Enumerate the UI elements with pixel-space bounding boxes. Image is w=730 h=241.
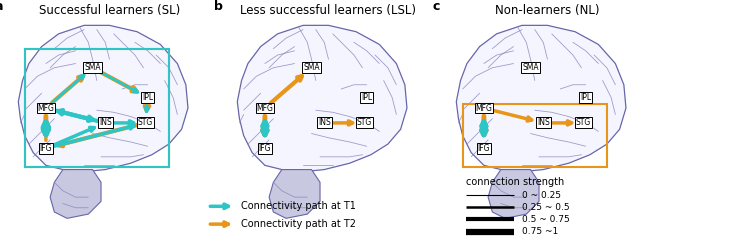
Text: SMA: SMA (84, 63, 101, 72)
Text: c: c (433, 0, 440, 13)
Text: INS: INS (318, 118, 331, 127)
Text: IFG: IFG (258, 144, 271, 153)
Text: 0.75 ~1: 0.75 ~1 (522, 227, 558, 236)
Text: INS: INS (537, 118, 550, 127)
Text: INS: INS (99, 118, 112, 127)
Text: 0.5 ~ 0.75: 0.5 ~ 0.75 (522, 215, 569, 224)
Polygon shape (456, 25, 626, 172)
Text: STG: STG (576, 118, 591, 127)
Title: Non-learners (NL): Non-learners (NL) (495, 4, 600, 17)
Text: IPL: IPL (580, 93, 591, 102)
Text: STG: STG (357, 118, 372, 127)
Text: STG: STG (138, 118, 153, 127)
Bar (25, 49, 169, 167)
Text: connection strength: connection strength (466, 177, 565, 187)
Polygon shape (237, 25, 407, 172)
Text: Connectivity path at T1: Connectivity path at T1 (241, 201, 356, 211)
Text: IFG: IFG (477, 144, 490, 153)
Bar (463, 104, 607, 167)
Polygon shape (50, 170, 101, 218)
Text: MFG: MFG (256, 104, 273, 113)
Text: b: b (214, 0, 223, 13)
Bar (25, 49, 169, 167)
Text: IPL: IPL (142, 93, 153, 102)
Text: SMA: SMA (522, 63, 539, 72)
Text: 0 ~ 0.25: 0 ~ 0.25 (522, 191, 561, 200)
Polygon shape (18, 25, 188, 172)
Text: MFG: MFG (37, 104, 54, 113)
Text: 0.25 ~ 0.5: 0.25 ~ 0.5 (522, 203, 569, 212)
Polygon shape (269, 170, 320, 218)
Title: Less successful learners (LSL): Less successful learners (LSL) (240, 4, 417, 17)
Text: IFG: IFG (39, 144, 52, 153)
Text: MFG: MFG (475, 104, 492, 113)
Text: SMA: SMA (303, 63, 320, 72)
Polygon shape (488, 170, 539, 218)
Text: Connectivity path at T2: Connectivity path at T2 (241, 219, 356, 229)
Text: IPL: IPL (361, 93, 372, 102)
Title: Successful learners (SL): Successful learners (SL) (39, 4, 180, 17)
Text: a: a (0, 0, 4, 13)
